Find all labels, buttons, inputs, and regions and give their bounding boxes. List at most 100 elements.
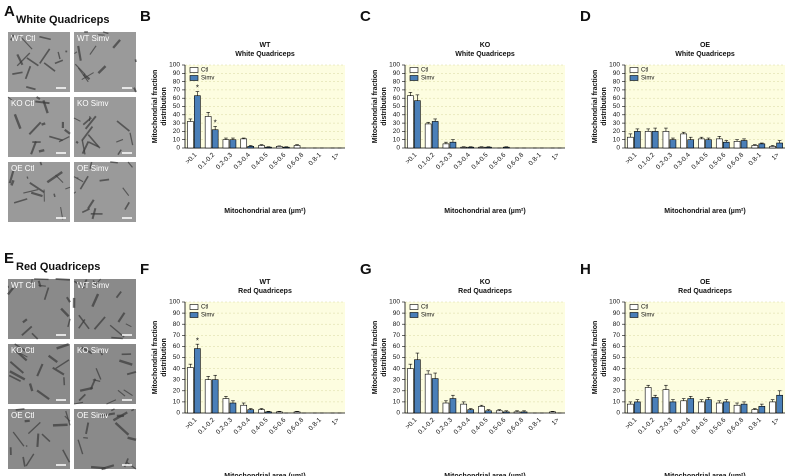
bar <box>769 146 776 149</box>
legend-label: Simv <box>201 313 214 319</box>
membrane <box>28 383 34 392</box>
x-tick-label: 0.1-0.2 <box>417 151 437 171</box>
bar <box>751 145 759 149</box>
significance: * <box>214 119 217 128</box>
bar <box>634 401 641 414</box>
y-tick-label: 50 <box>173 103 181 110</box>
y-tick-label: 50 <box>173 354 181 361</box>
chart-title: WT <box>260 279 272 286</box>
y-axis-label: distribution <box>601 338 608 377</box>
legend-swatch <box>629 67 639 73</box>
error-bar <box>646 128 650 132</box>
error-bar <box>724 399 729 402</box>
membrane <box>27 421 41 435</box>
y-tick-label: 20 <box>393 128 401 135</box>
membrane <box>41 122 46 126</box>
bar <box>460 403 468 414</box>
micrograph-label: KO Ctl <box>11 99 35 108</box>
error-bar <box>433 118 437 122</box>
error-bar <box>753 144 757 146</box>
micrograph-bg <box>74 32 136 92</box>
membrane <box>8 374 21 382</box>
chart-subtitle: White Quadriceps <box>235 51 295 58</box>
micrograph: KO Simv <box>73 344 137 405</box>
bar <box>627 403 634 414</box>
y-axis-label: distribution <box>161 338 168 377</box>
y-tick-label: 80 <box>173 78 181 85</box>
micrograph: WT Simv <box>72 278 136 340</box>
x-tick-label: 0.5-0.6 <box>708 151 728 171</box>
micrograph: WT Ctl <box>7 278 71 340</box>
y-tick-label: 20 <box>173 388 181 395</box>
y-tick-label: 20 <box>613 388 621 395</box>
bar <box>698 401 705 414</box>
error-bar <box>451 394 455 399</box>
y-tick-label: 50 <box>393 354 401 361</box>
x-tick-label: 0.6-0.8 <box>726 416 746 436</box>
membrane <box>115 290 122 299</box>
error-bar <box>213 126 217 130</box>
membrane <box>67 318 71 328</box>
bar <box>733 141 741 149</box>
x-tick-label: 0.2-0.3 <box>215 416 235 436</box>
x-tick-label: 0.8-1 <box>528 151 544 167</box>
micrograph-label: WT Simv <box>77 281 109 290</box>
bar <box>229 139 237 149</box>
bar <box>644 131 652 149</box>
error-bar <box>628 133 633 138</box>
x-tick-label: 0.4-0.5 <box>250 151 270 171</box>
bar <box>460 146 468 149</box>
x-tick-label: 0.5-0.6 <box>488 151 508 171</box>
x-tick-label: >0.1 <box>624 151 638 165</box>
error-bar <box>248 145 253 147</box>
x-tick-label: 0.1-0.2 <box>197 416 217 436</box>
error-bar <box>515 410 519 412</box>
x-tick-label: 0.8-1 <box>308 416 324 432</box>
bar <box>275 146 283 149</box>
y-tick-label: 40 <box>173 112 181 119</box>
y-tick-label: 30 <box>173 120 181 127</box>
panel-letter: B <box>140 8 151 25</box>
error-bar <box>259 408 264 410</box>
bar <box>680 133 688 149</box>
error-bar <box>277 411 282 412</box>
y-axis-label: distribution <box>381 338 388 377</box>
x-tick-label: 0.6-0.8 <box>286 416 306 436</box>
bar <box>662 389 670 414</box>
bar <box>240 138 248 149</box>
bar <box>662 131 670 149</box>
membrane <box>55 359 70 370</box>
error-bar <box>681 131 686 134</box>
membrane <box>117 312 126 323</box>
membrane <box>89 161 93 169</box>
chart-title: KO <box>480 279 491 286</box>
y-tick-label: 0 <box>176 410 180 417</box>
y-tick-label: 60 <box>173 343 181 350</box>
membrane <box>114 421 130 436</box>
bar <box>442 402 450 414</box>
membrane <box>112 39 121 49</box>
bar <box>740 403 748 414</box>
bar <box>776 394 783 414</box>
membrane <box>81 72 94 81</box>
micrograph-label: KO Ctl <box>11 346 35 355</box>
y-tick-label: 100 <box>169 299 180 306</box>
panel-letter: A <box>4 3 15 20</box>
panel-title: Red Quadriceps <box>16 261 100 273</box>
membrane <box>73 401 84 405</box>
error-bar <box>248 408 253 410</box>
x-tick-label: 0.3-0.4 <box>233 416 253 436</box>
legend-label: Ctl <box>421 305 428 311</box>
bar <box>751 409 759 414</box>
membrane <box>109 324 125 338</box>
y-tick-label: 70 <box>613 332 621 339</box>
x-tick-label: 1> <box>551 152 561 162</box>
membrane <box>18 34 33 50</box>
bar <box>715 138 723 149</box>
error-bar <box>522 410 526 412</box>
y-tick-label: 90 <box>173 70 181 77</box>
bar <box>651 131 659 149</box>
micrograph-bg <box>74 409 136 469</box>
y-tick-label: 40 <box>613 112 621 119</box>
membrane <box>43 62 56 72</box>
